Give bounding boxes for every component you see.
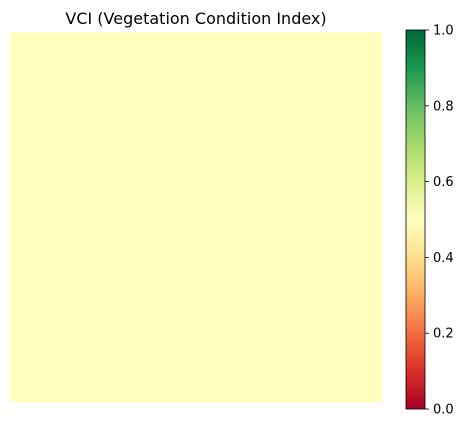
heatmap-cell	[10, 32, 382, 402]
colorbar-frame	[405, 29, 426, 410]
colorbar-tick-label: 0.2	[433, 327, 454, 342]
colorbar-tick-label: 1.0	[433, 24, 454, 39]
colorbar-tick-label: 0.0	[433, 403, 454, 418]
colorbar-tick-label: 0.4	[433, 251, 454, 266]
colorbar-tick-label: 0.8	[433, 99, 454, 114]
colorbar: 0.0 0.2 0.4 0.6 0.8 1.0	[405, 24, 454, 418]
chart-title: VCI (Vegetation Condition Index)	[65, 9, 326, 28]
colorbar-tick-label: 0.6	[433, 175, 454, 190]
colorbar-ticks: 0.0 0.2 0.4 0.6 0.8 1.0	[425, 24, 454, 418]
colorbar-gradient	[406, 30, 425, 409]
